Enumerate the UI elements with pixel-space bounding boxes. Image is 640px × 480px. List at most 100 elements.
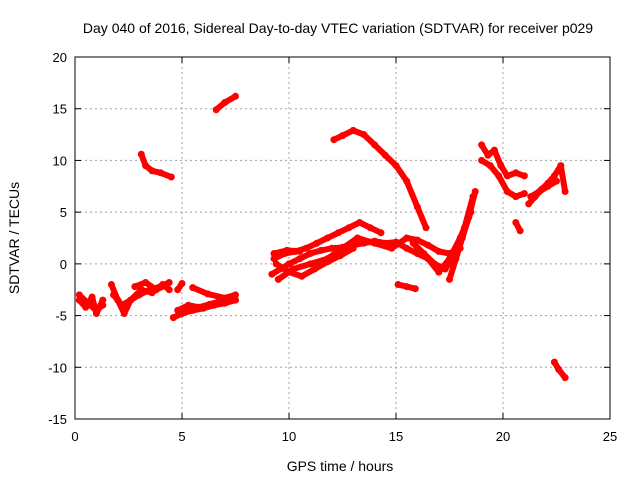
data-point	[285, 268, 293, 276]
x-tick-label: 25	[603, 429, 617, 444]
data-point	[409, 239, 417, 247]
data-point	[420, 250, 428, 257]
data-point	[311, 265, 319, 273]
data-point	[184, 301, 192, 309]
data-point	[413, 203, 421, 211]
data-point	[118, 301, 126, 309]
data-point	[296, 247, 304, 255]
data-point	[516, 227, 524, 235]
data-point	[268, 270, 276, 278]
series-track-17	[330, 127, 429, 231]
data-point	[520, 190, 528, 197]
y-axis-title: SDTVAR / TECUs	[6, 182, 22, 294]
data-point	[92, 306, 100, 314]
data-point	[435, 268, 443, 276]
data-point	[388, 244, 396, 252]
data-point	[371, 239, 379, 247]
x-tick-label: 20	[496, 429, 510, 444]
y-tick-label: -15	[48, 412, 67, 427]
grid	[75, 57, 610, 419]
data-point	[302, 244, 310, 252]
data-point	[345, 224, 353, 232]
y-tick-label: 20	[53, 50, 67, 65]
data-point	[313, 239, 321, 247]
data-point	[422, 224, 430, 232]
data-point	[503, 188, 511, 195]
data-point	[296, 255, 304, 263]
x-axis-title: GPS time / hours	[287, 458, 394, 474]
data-point	[163, 281, 171, 288]
data-point	[354, 234, 361, 242]
data-point	[272, 260, 280, 268]
data-point	[478, 141, 486, 149]
data-point	[394, 281, 402, 288]
data-point	[283, 246, 291, 254]
data-point	[221, 99, 229, 106]
axis-ticks: 0 5 10 15 20 25 -15 -10 -5 0 5 10 15 20	[48, 50, 617, 444]
data-point	[525, 200, 533, 208]
data-point	[512, 219, 520, 226]
series-track-10	[189, 284, 239, 301]
data-point	[169, 314, 177, 322]
data-point	[403, 283, 411, 291]
data-point	[127, 296, 135, 304]
data-point	[142, 279, 150, 286]
data-point	[167, 173, 175, 181]
data-point	[544, 182, 552, 190]
data-point	[557, 162, 565, 170]
data-point	[495, 172, 503, 180]
data-point	[178, 280, 186, 287]
data-point	[435, 247, 443, 255]
data-point	[317, 246, 325, 254]
x-tick-label: 10	[282, 429, 296, 444]
data-point	[411, 285, 419, 293]
data-point	[232, 291, 239, 299]
data-point	[486, 162, 494, 170]
series-track-26	[527, 178, 560, 200]
data-point	[403, 177, 411, 185]
data-point	[324, 234, 331, 242]
y-tick-label: 15	[53, 102, 67, 117]
data-point	[484, 151, 492, 159]
data-point	[550, 358, 558, 366]
data-point	[174, 286, 182, 294]
data-point	[270, 250, 278, 257]
data-point	[403, 244, 411, 252]
data-point	[339, 132, 346, 140]
data-point	[371, 141, 379, 149]
y-tick-label: -5	[55, 309, 67, 324]
data-point	[232, 92, 239, 100]
data-point	[212, 106, 220, 114]
y-tick-label: -10	[48, 360, 67, 375]
data-point	[298, 272, 306, 280]
y-tick-label: 5	[60, 205, 67, 220]
data-point	[377, 229, 385, 237]
data-point	[349, 126, 357, 134]
data-point	[206, 300, 214, 308]
data-point	[458, 234, 466, 242]
x-tick-label: 15	[389, 429, 403, 444]
data-point	[503, 172, 511, 180]
data-point	[142, 162, 150, 170]
data-point	[110, 291, 117, 299]
data-point	[381, 151, 389, 159]
data-point	[84, 299, 92, 307]
data-point	[520, 172, 528, 180]
data-series	[75, 92, 569, 382]
data-point	[446, 255, 453, 263]
data-point	[561, 188, 569, 195]
series-track-2	[76, 291, 106, 314]
y-tick-label: 0	[60, 257, 67, 272]
data-point	[189, 284, 197, 292]
x-tick-label: 5	[178, 429, 185, 444]
data-point	[527, 193, 535, 201]
data-point	[561, 374, 569, 382]
data-point	[512, 193, 520, 201]
data-point	[553, 177, 560, 185]
data-point	[490, 146, 498, 154]
data-point	[221, 294, 229, 302]
chart-title: Day 040 of 2016, Sidereal Day-to-day VTE…	[83, 20, 593, 36]
data-point	[555, 365, 563, 373]
data-point	[424, 241, 432, 249]
